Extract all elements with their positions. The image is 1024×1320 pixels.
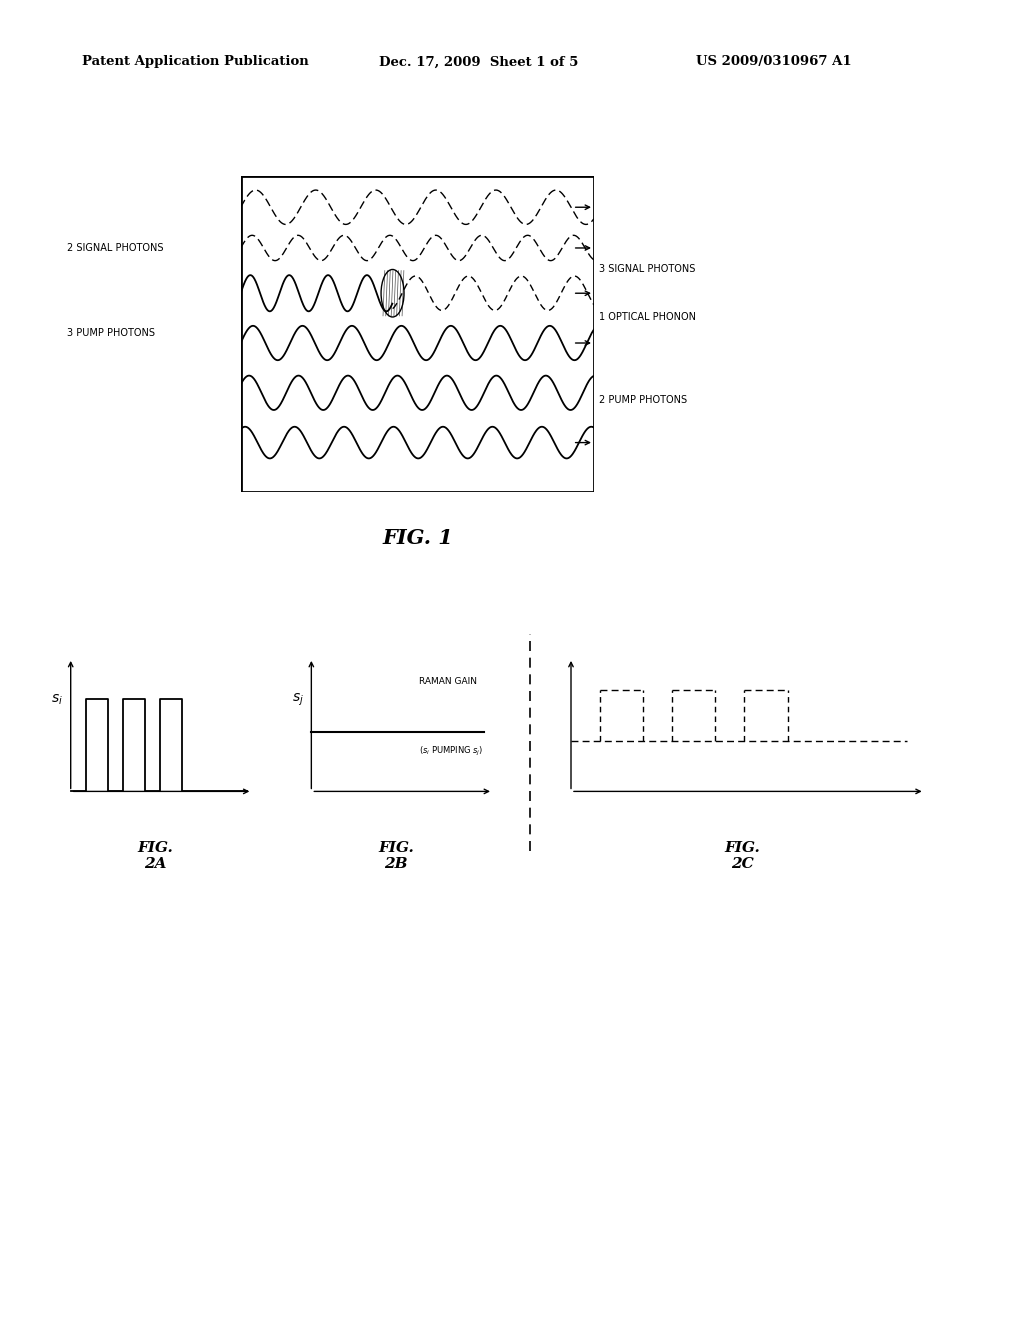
Text: FIG.
2B: FIG. 2B bbox=[379, 841, 414, 871]
Text: US 2009/0310967 A1: US 2009/0310967 A1 bbox=[696, 55, 852, 69]
Text: RAMAN GAIN: RAMAN GAIN bbox=[420, 677, 477, 685]
Text: $(s_i$ PUMPING $s_j)$: $(s_i$ PUMPING $s_j)$ bbox=[420, 746, 483, 759]
Text: Dec. 17, 2009  Sheet 1 of 5: Dec. 17, 2009 Sheet 1 of 5 bbox=[379, 55, 579, 69]
Text: 3 SIGNAL PHOTONS: 3 SIGNAL PHOTONS bbox=[599, 264, 695, 275]
Text: FIG. 1: FIG. 1 bbox=[382, 528, 454, 548]
Text: $s_j$: $s_j$ bbox=[292, 692, 304, 708]
Text: $s_i$: $s_i$ bbox=[51, 692, 63, 706]
Text: 2 SIGNAL PHOTONS: 2 SIGNAL PHOTONS bbox=[67, 243, 163, 253]
Text: Patent Application Publication: Patent Application Publication bbox=[82, 55, 308, 69]
Text: 1 OPTICAL PHONON: 1 OPTICAL PHONON bbox=[599, 312, 696, 322]
Text: FIG.
2A: FIG. 2A bbox=[138, 841, 173, 871]
Text: 2 PUMP PHOTONS: 2 PUMP PHOTONS bbox=[599, 395, 687, 405]
Text: 3 PUMP PHOTONS: 3 PUMP PHOTONS bbox=[67, 327, 155, 338]
Text: FIG.
2C: FIG. 2C bbox=[725, 841, 760, 871]
